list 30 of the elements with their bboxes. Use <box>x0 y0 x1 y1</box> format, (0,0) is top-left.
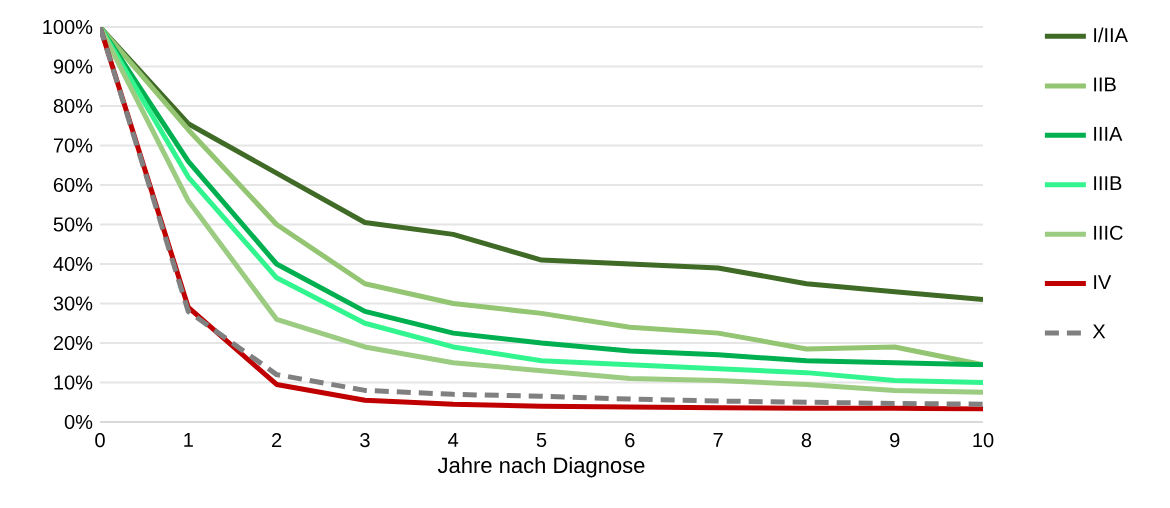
x-tick-label: 7 <box>713 433 723 447</box>
y-tick-label: 50% <box>53 217 93 232</box>
legend-label: IV <box>1094 275 1112 289</box>
legend-label: IIIC <box>1094 225 1123 240</box>
x-tick-label: 9 <box>890 433 900 448</box>
x-axis-title: Jahre nach Diagnose <box>437 456 645 478</box>
x-tick-label: 6 <box>625 433 635 448</box>
x-tick-label: 1 <box>184 433 193 447</box>
legend-label: I/IIA <box>1094 27 1128 43</box>
legend-label: IIB <box>1094 77 1116 92</box>
legend-label: IIIB <box>1094 176 1122 191</box>
legend-label: IIIA <box>1094 126 1123 141</box>
y-tick-label: 70% <box>53 138 93 153</box>
x-tick-label: 2 <box>272 433 282 448</box>
y-tick-label: 40% <box>53 256 93 272</box>
x-tick-label: 10 <box>973 433 994 448</box>
y-tick-label: 100% <box>43 19 93 35</box>
x-tick-label: 4 <box>448 433 459 447</box>
x-tick-label: 5 <box>536 433 547 448</box>
y-tick-label: 10% <box>54 375 93 390</box>
y-tick-label: 0% <box>64 414 93 430</box>
x-tick-label: 0 <box>95 433 105 448</box>
y-tick-label: 90% <box>53 59 93 74</box>
legend-label: X <box>1092 324 1106 339</box>
y-tick-label: 30% <box>53 296 93 311</box>
y-tick-label: 60% <box>53 177 93 193</box>
y-tick-label: 20% <box>53 335 93 351</box>
y-tick-label: 80% <box>53 98 93 114</box>
x-tick-label: 3 <box>360 433 370 448</box>
x-tick-label: 8 <box>801 433 812 448</box>
